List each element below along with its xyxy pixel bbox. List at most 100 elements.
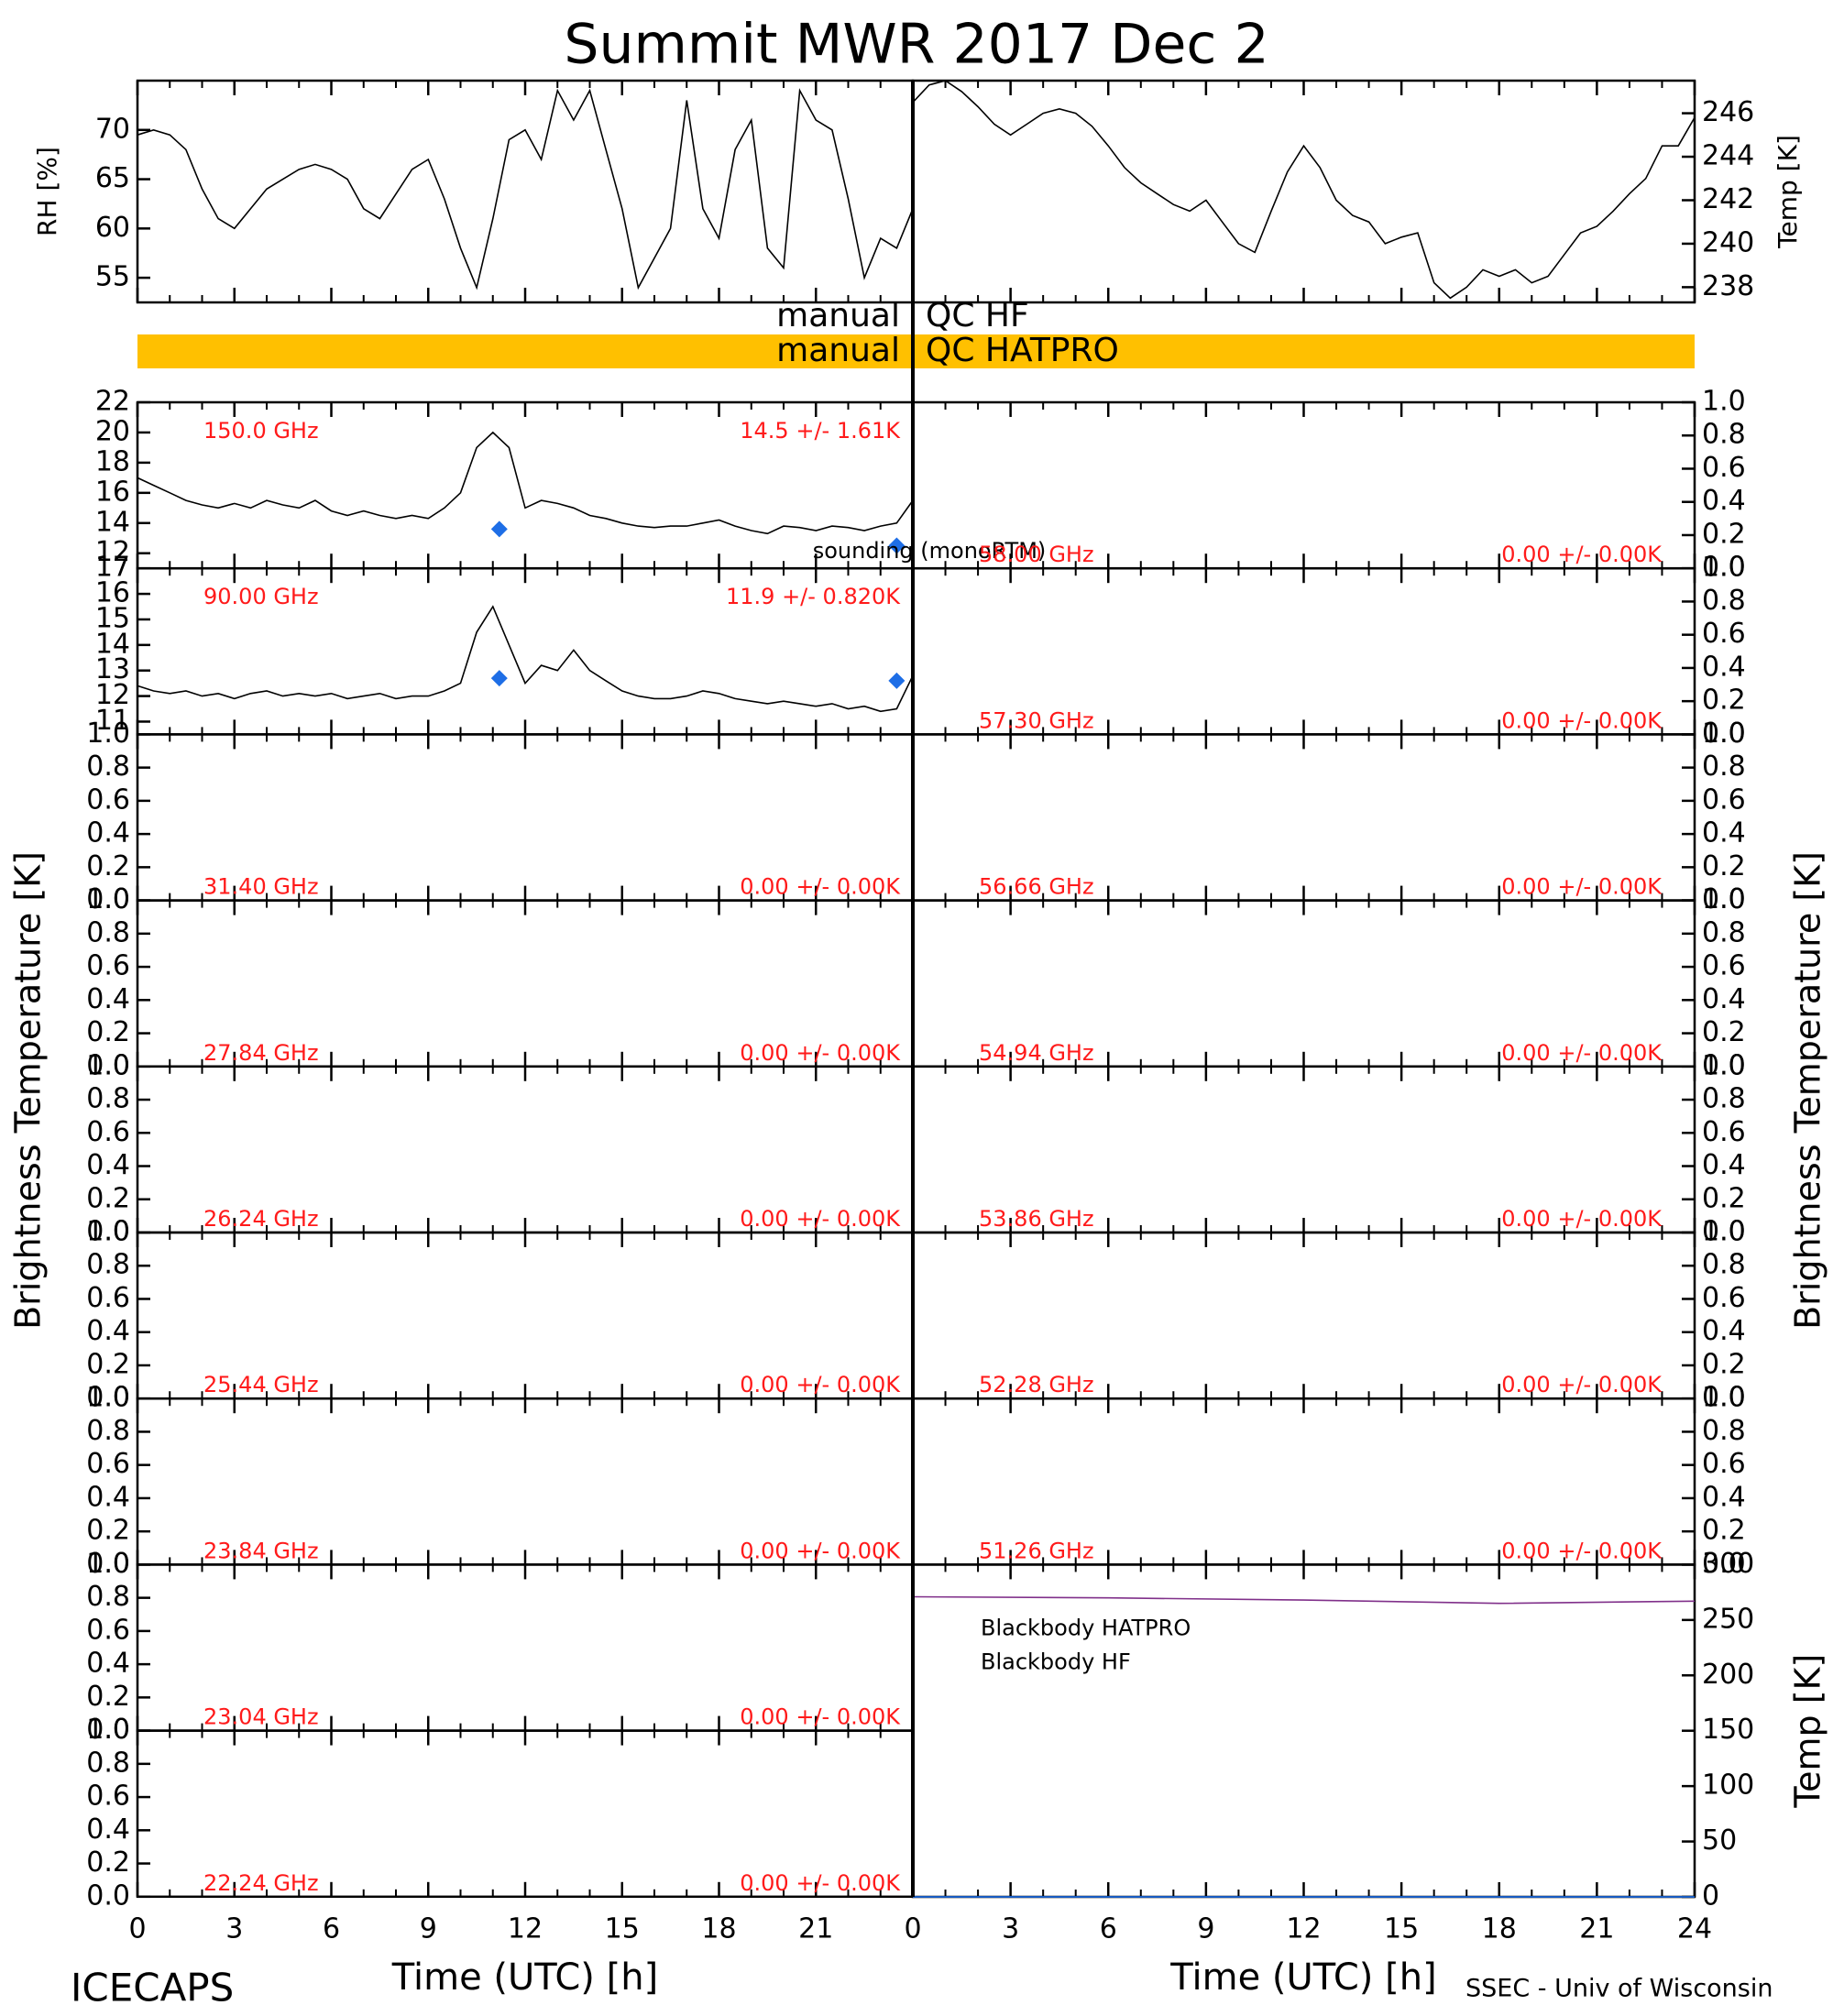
y-tick-label: 0.2 [86,1515,130,1547]
y-tick-label: 0.2 [1702,685,1746,717]
y-tick-label: 0.8 [1702,1415,1746,1447]
y-tick-label: 1.0 [1702,718,1746,750]
x-tick-label: 0 [904,1913,921,1945]
y-tick-label: 0.0 [1702,1382,1746,1414]
y-tick-label: 13 [95,653,130,685]
y-tick-label: 60 [95,212,130,244]
y-tick-label: 50 [1702,1824,1737,1857]
y-tick-label: 0.4 [1702,1149,1746,1181]
y-tick-label: 0.8 [86,1747,130,1779]
y-tick-label: 0.2 [86,1348,130,1380]
channel-stats: 0.00 +/- 0.00K [740,1870,901,1896]
y-tick-label: 0.2 [1702,1182,1746,1214]
y-tick-label: 0.0 [1702,1049,1746,1081]
y-tick-label: 14 [95,628,130,660]
y-tick-label: 0.2 [86,1681,130,1713]
y-tick-label: 0.8 [86,1083,130,1115]
title: Summit MWR 2017 Dec 2 [564,13,1268,77]
y-tick-label: 238 [1702,270,1754,302]
y-tick-label: 18 [95,445,130,477]
qc-name: QC HATPRO [926,332,1119,369]
channel-stats: 0.00 +/- 0.00K [1501,1538,1663,1563]
x-tick-label: 9 [1197,1913,1214,1945]
y-tick-label: 0.6 [86,1614,130,1646]
y-tick-label: 0.2 [86,1846,130,1879]
y-tick-label: 0.6 [86,1780,130,1813]
y-tick-label: 0.8 [86,1415,130,1447]
channel-label: 52.28 GHz [979,1372,1094,1397]
y-tick-label: 0.4 [1702,817,1746,849]
qc-bar [137,334,1695,368]
y-tick-label: 0.4 [86,1315,130,1347]
channel-label: 58.00 GHz [979,542,1094,567]
y-tick-label: 12 [95,679,130,711]
y-tick-label: 0.2 [86,850,130,882]
channel-label: 23.04 GHz [203,1704,319,1730]
y-tick-label: 0.4 [86,1481,130,1513]
y-tick-label: 0.6 [86,783,130,816]
y-tick-label: 200 [1702,1659,1754,1691]
channel-stats: 0.00 +/- 0.00K [1501,1040,1663,1066]
y-tick-label: 0.6 [86,1448,130,1480]
y-tick-label: 0.2 [1702,850,1746,882]
channel-stats: 0.00 +/- 0.00K [1501,1206,1663,1232]
legend-entry: Blackbody HF [981,1649,1131,1674]
y-tick-label: 1.0 [1702,386,1746,418]
x-tick-label: 12 [508,1912,543,1945]
legend-entry: Blackbody HATPRO [981,1615,1191,1640]
channel-label: 25.44 GHz [203,1372,319,1397]
y-tick-label: 1.0 [86,1548,130,1580]
y-tick-label: 0.8 [1702,751,1746,783]
x-axis-label: Time (UTC) [h] [1169,1956,1436,1999]
y-tick-label: 0.0 [86,1548,130,1580]
y-tick-label: 70 [95,113,130,145]
channel-label: 57.30 GHz [979,707,1094,733]
y-tick-label: 0.0 [1702,718,1746,750]
y-axis-label: RH [%] [32,147,62,236]
y-tick-label: 0.4 [86,1813,130,1846]
y-tick-label: 0.6 [1702,452,1746,484]
y-tick-label: 17 [95,552,130,584]
y-axis-label: Temp [K] [1773,135,1803,249]
y-tick-label: 0.0 [86,1879,130,1912]
sounding-marker [490,670,508,687]
x-tick-label: 21 [798,1912,833,1945]
y-tick-label: 0.6 [86,1282,130,1314]
channel-label: 90.00 GHz [203,584,319,609]
y-tick-label: 0.6 [1702,618,1746,650]
channel-stats: 0.00 +/- 0.00K [740,1040,901,1066]
data-line [137,431,914,535]
y-tick-label: 0.6 [1702,1116,1746,1148]
y-tick-label: 0.8 [86,916,130,948]
channel-label: 51.26 GHz [979,1538,1094,1563]
y-tick-label: 0.8 [1702,419,1746,451]
y-tick-label: 1.0 [1702,552,1746,584]
y-tick-label: 15 [95,602,130,634]
y-tick-label: 0.8 [86,1249,130,1281]
y-tick-label: 0.2 [86,1182,130,1214]
y-tick-label: 1.0 [1702,1049,1746,1081]
channel-stats: 0.00 +/- 0.00K [1501,874,1663,900]
legend-entry: sounding (monoRTM) [813,538,1047,564]
y-tick-label: 55 [95,261,130,293]
channel-stats: 0.00 +/- 0.00K [1501,542,1663,567]
x-tick-label: 18 [701,1912,736,1945]
x-tick-label: 12 [1286,1913,1321,1945]
x-tick-label: 0 [128,1912,146,1945]
x-tick-label: 21 [1579,1913,1614,1945]
y-tick-label: 242 [1702,183,1754,215]
data-line [137,88,914,290]
channel-stats: 0.00 +/- 0.00K [740,1206,901,1232]
data-line [137,605,914,713]
y-axis-label: Temp [K] [1788,1654,1828,1809]
channel-stats: 0.00 +/- 0.00K [740,1704,901,1730]
y-tick-label: 240 [1702,226,1754,258]
channel-stats: 0.00 +/- 0.00K [740,1372,901,1397]
y-tick-label: 0.6 [86,1116,130,1148]
y-tick-label: 1.0 [86,1049,130,1081]
channel-label: 22.24 GHz [203,1870,319,1896]
y-tick-label: 100 [1702,1769,1754,1802]
y-tick-label: 0.4 [86,817,130,849]
y-tick-label: 1.0 [86,883,130,915]
sounding-marker [888,537,906,554]
